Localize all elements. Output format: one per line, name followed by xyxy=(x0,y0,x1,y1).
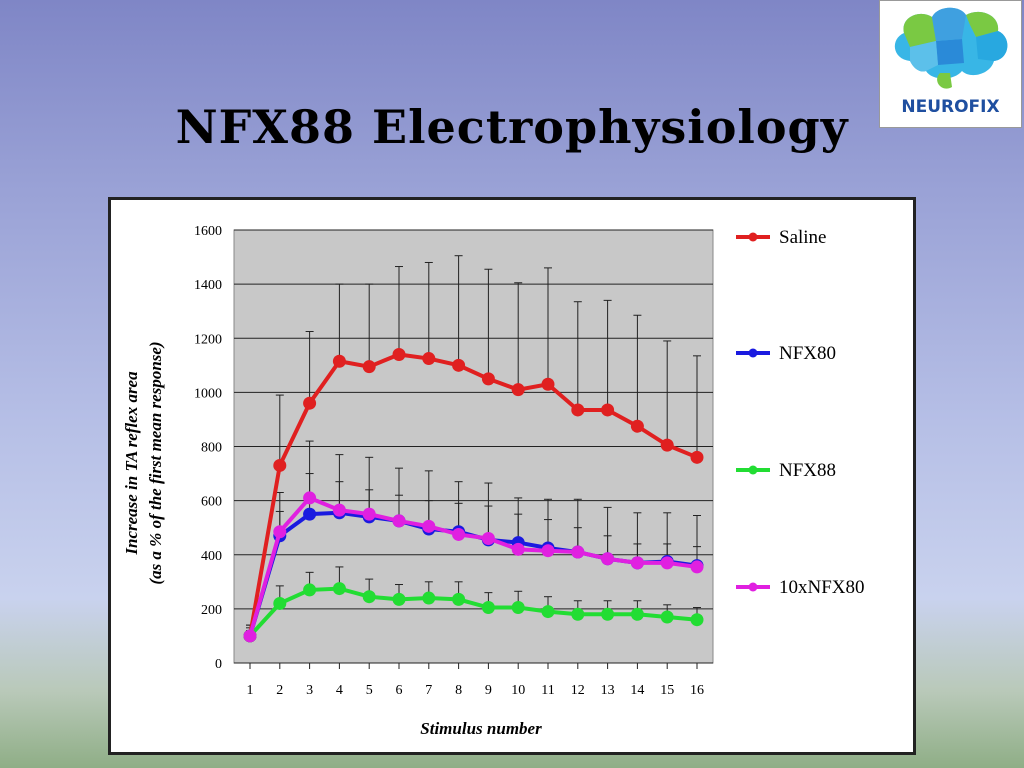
series-line-nfx88 xyxy=(248,586,698,638)
y-tick-label: 400 xyxy=(201,549,222,564)
y-tick-label: 0 xyxy=(215,657,222,672)
data-point xyxy=(660,438,674,452)
data-point xyxy=(392,347,406,361)
data-point xyxy=(332,354,346,368)
data-point xyxy=(511,542,525,556)
legend-label: NFX80 xyxy=(779,343,836,364)
neurofix-logo: NEUROFIX xyxy=(879,0,1022,128)
x-tick-label: 5 xyxy=(366,683,373,698)
x-tick-label: 16 xyxy=(690,683,704,698)
legend-marker xyxy=(748,582,758,592)
data-point xyxy=(273,525,287,539)
series-line-saline xyxy=(248,352,698,637)
y-tick-label: 1400 xyxy=(194,278,222,293)
legend-marker xyxy=(748,465,758,475)
legend-label: Saline xyxy=(779,227,827,248)
x-tick-label: 6 xyxy=(396,683,403,698)
x-tick-label: 9 xyxy=(485,683,492,698)
data-point xyxy=(303,507,317,521)
data-point xyxy=(571,607,585,621)
data-point xyxy=(630,419,644,433)
y-tick-label: 200 xyxy=(201,603,222,618)
data-point xyxy=(541,544,555,558)
data-point xyxy=(452,592,466,606)
data-point xyxy=(422,519,436,533)
data-point xyxy=(332,582,346,596)
data-point xyxy=(392,592,406,606)
data-point xyxy=(690,613,704,627)
x-tick-label: 8 xyxy=(455,683,462,698)
data-point xyxy=(362,590,376,604)
data-point xyxy=(690,560,704,574)
data-point xyxy=(452,358,466,372)
data-point xyxy=(601,403,615,417)
brain-puzzle-icon xyxy=(894,7,1008,89)
data-point xyxy=(362,360,376,374)
data-point xyxy=(273,458,287,472)
x-tick-label: 14 xyxy=(630,683,644,698)
y-tick-label: 800 xyxy=(201,441,222,456)
x-tick-label: 13 xyxy=(601,683,615,698)
legend-label: 10xNFX80 xyxy=(779,577,865,598)
y-axis-label-line2: (as a % of the first mean response) xyxy=(146,341,165,584)
legend-marker xyxy=(748,348,758,358)
data-point xyxy=(422,591,436,605)
data-point xyxy=(332,503,346,517)
data-point xyxy=(571,403,585,417)
series-line-10xnfx80 xyxy=(248,495,698,637)
data-point xyxy=(481,601,495,615)
data-point xyxy=(541,605,555,619)
data-point xyxy=(571,545,585,559)
x-tick-label: 3 xyxy=(306,683,313,698)
y-tick-label: 1200 xyxy=(194,332,222,347)
data-point xyxy=(303,491,317,505)
legend-label: NFX88 xyxy=(779,460,836,481)
data-point xyxy=(630,556,644,570)
data-point xyxy=(630,607,644,621)
data-point xyxy=(273,596,287,610)
data-point xyxy=(422,352,436,366)
data-point xyxy=(303,583,317,597)
x-tick-label: 4 xyxy=(336,683,343,698)
x-tick-label: 12 xyxy=(571,683,585,698)
x-axis-label: Stimulus number xyxy=(420,719,542,738)
y-tick-label: 1600 xyxy=(194,224,222,239)
y-tick-label: 1000 xyxy=(194,386,222,401)
y-tick-label: 600 xyxy=(201,495,222,510)
slide-title: NFX88 Electrophysiology xyxy=(175,100,849,154)
data-point xyxy=(690,450,704,464)
data-point xyxy=(481,372,495,386)
data-point xyxy=(452,527,466,541)
data-point xyxy=(511,383,525,397)
legend-marker xyxy=(748,232,758,242)
data-point xyxy=(601,607,615,621)
data-point xyxy=(303,396,317,410)
chart-frame: 0 200 400 600 800 1000 1200 1400 1600 1 2 3 4 5 6 7 8 9 10… xyxy=(108,197,916,755)
data-point xyxy=(601,552,615,566)
data-point xyxy=(660,610,674,624)
data-point xyxy=(243,629,257,643)
y-axis-label-line1: Increase in TA reflex area xyxy=(122,371,141,556)
data-point xyxy=(392,514,406,528)
x-tick-label: 2 xyxy=(276,683,283,698)
data-point xyxy=(660,556,674,570)
data-point xyxy=(362,507,376,521)
x-tick-label: 7 xyxy=(425,683,432,698)
x-tick-label: 15 xyxy=(660,683,674,698)
logo-text: NEUROFIX xyxy=(901,97,1000,117)
x-tick-label: 1 xyxy=(247,683,254,698)
data-point xyxy=(511,601,525,615)
data-point xyxy=(541,377,555,391)
x-tick-label: 10 xyxy=(511,683,525,698)
x-tick-label: 11 xyxy=(541,683,554,698)
data-point xyxy=(481,532,495,546)
